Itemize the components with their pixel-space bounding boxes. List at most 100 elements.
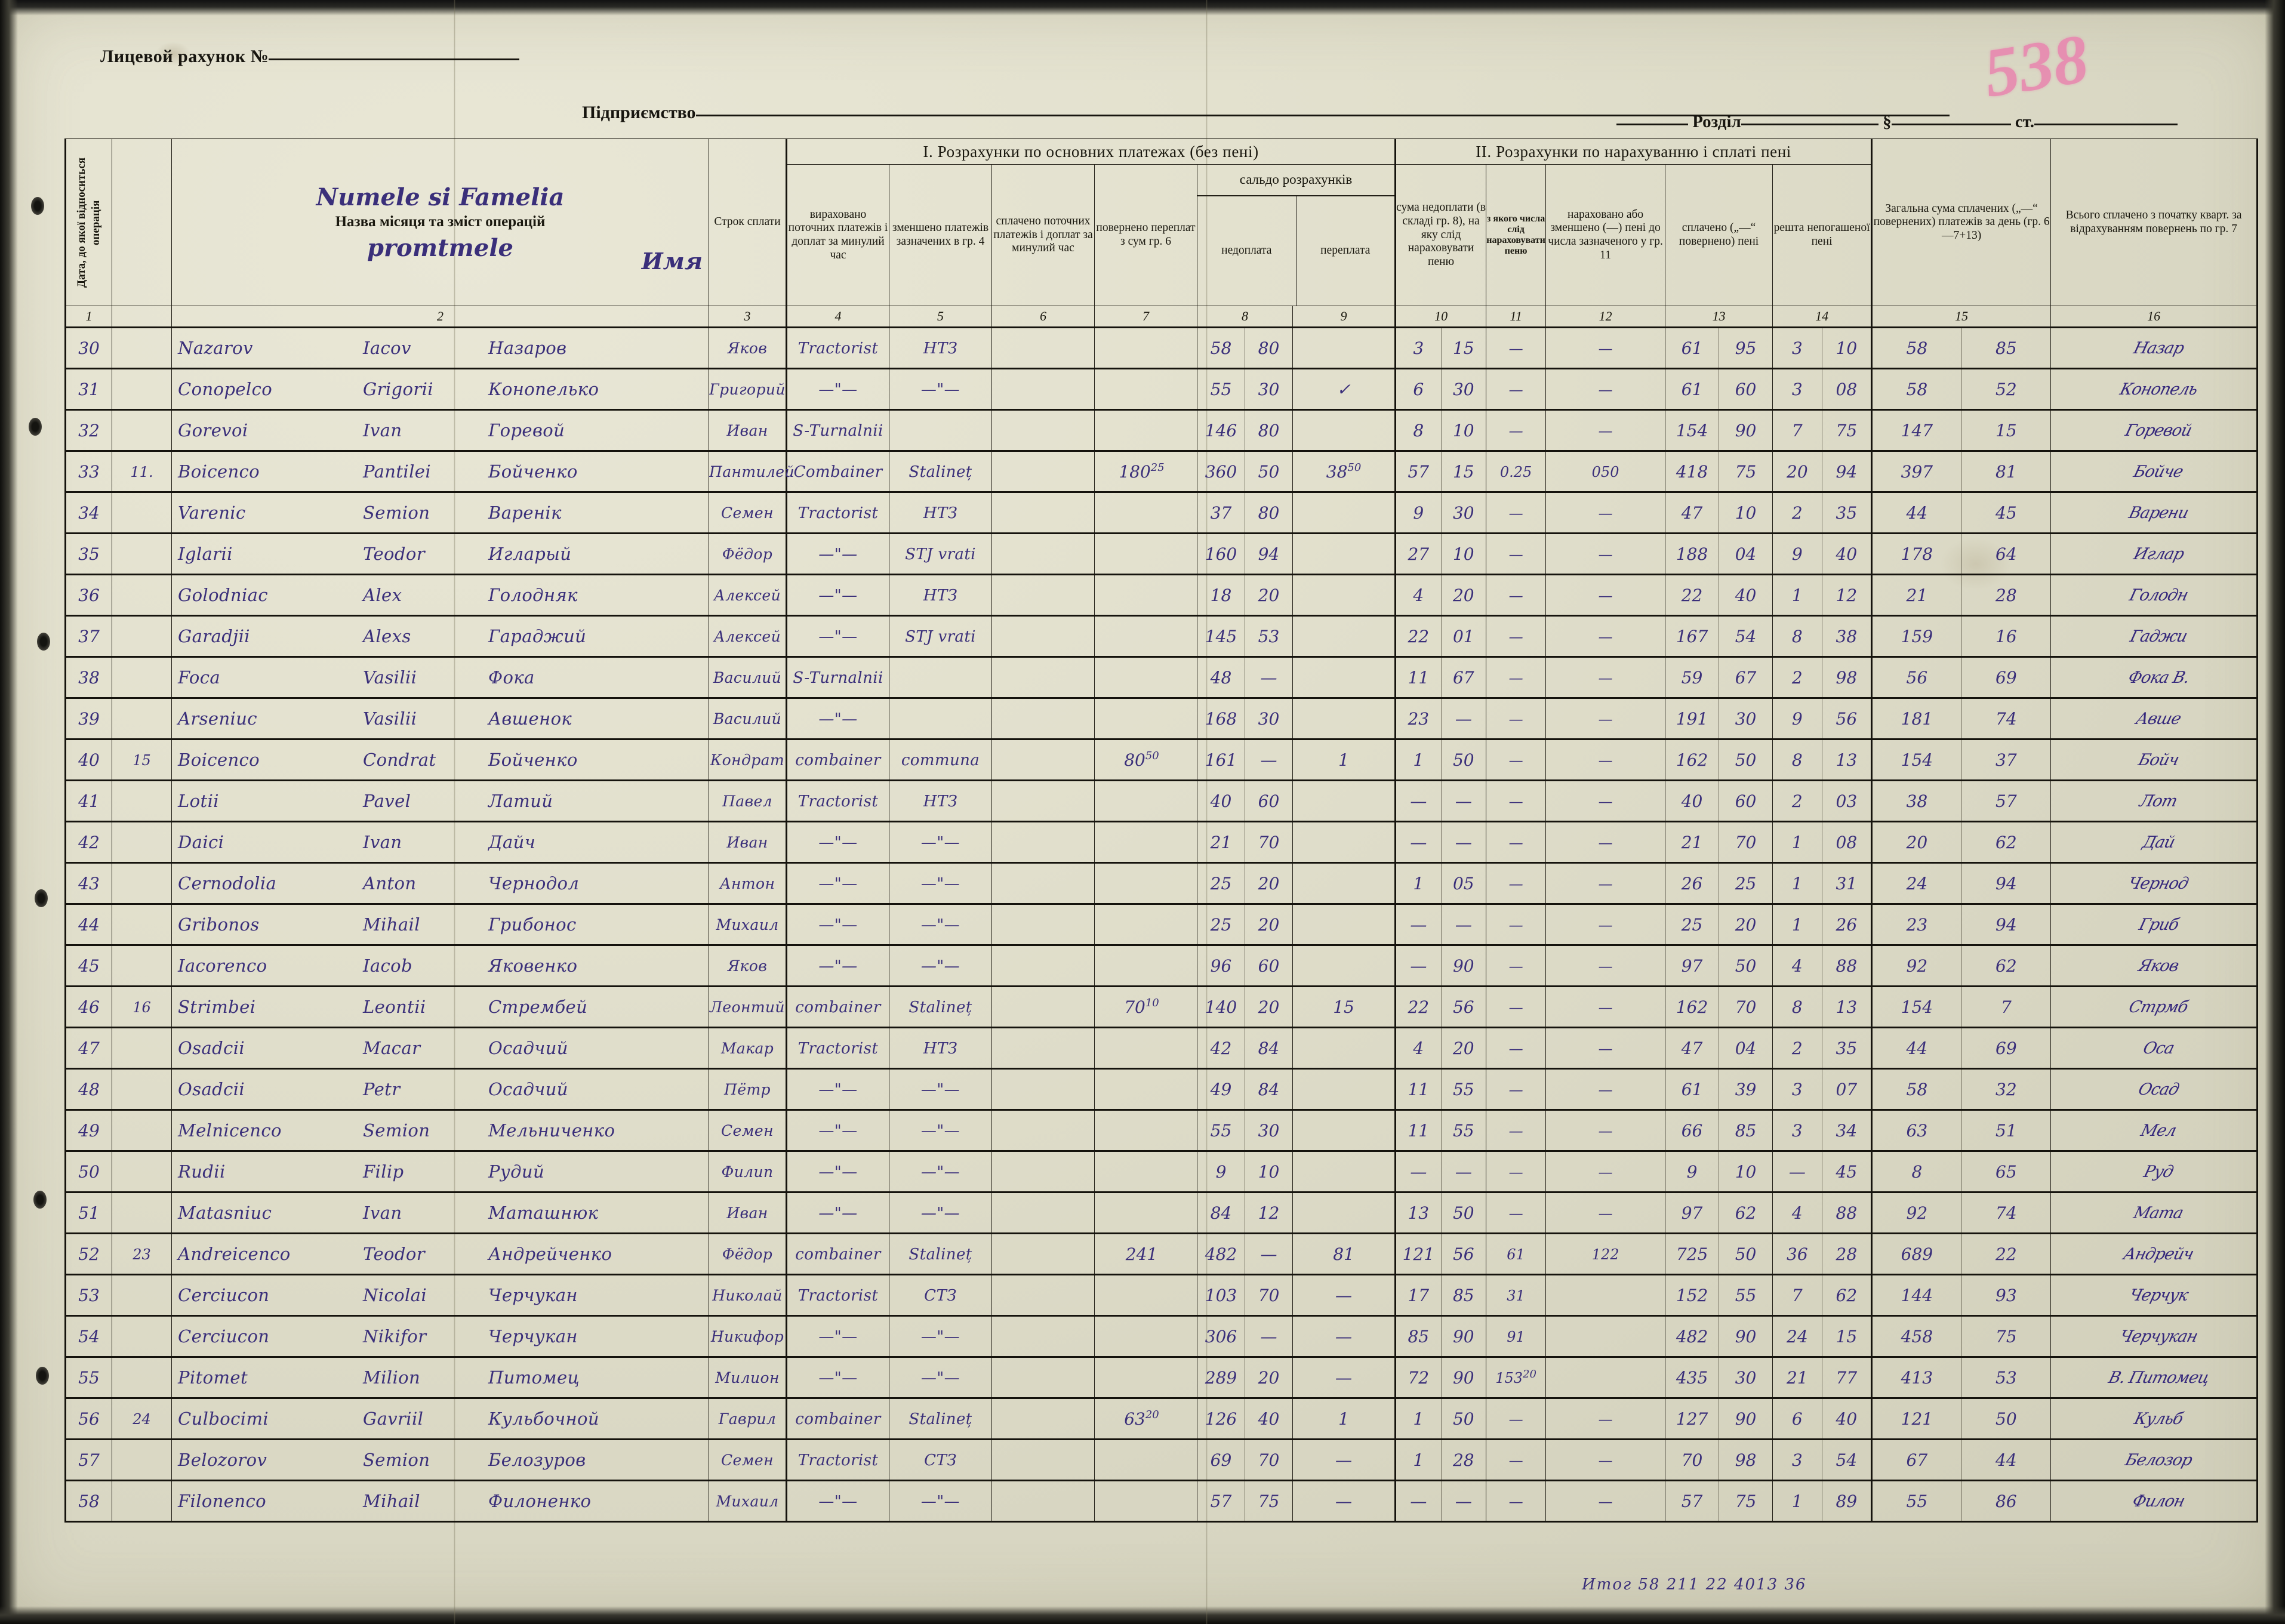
- table-row[interactable]: 34 Varenic Semion Варенік Семен Tractorist НТЗ…: [64, 492, 2259, 534]
- row-given-name: Гаврил: [709, 1398, 787, 1440]
- row-col16-signature: Голодн: [2050, 574, 2259, 616]
- row-col16-signature: Филон: [2050, 1480, 2259, 1522]
- row-name-cell: Boicenco Pantilei Бойченко: [171, 451, 709, 492]
- row-subnumber: [112, 945, 172, 987]
- table-row[interactable]: 56 24 Culbocimi Gavriil Кульбочной Гаврил comb…: [64, 1398, 2259, 1440]
- table-row[interactable]: 30 Nazarov Iacov Назаров Яков Tractorist НТЗ 58…: [64, 327, 2259, 369]
- row-col8-underpaid: 49 84: [1197, 1068, 1293, 1110]
- row-col14-penalty-rest: 1 08: [1772, 821, 1873, 863]
- table-row[interactable]: 35 Iglarii Teodor Игларый Фёдор —"— SТЈ vrati 1…: [64, 533, 2259, 575]
- total-day-kop: 53: [1995, 1367, 2017, 1388]
- col-underpaid-header: недоплата: [1197, 196, 1297, 306]
- penalty-paid-rub: 154: [1665, 411, 1720, 450]
- penalty-rest-kop: 89: [1836, 1491, 1858, 1511]
- row-col13-penalty-paid: 21 70: [1665, 821, 1773, 863]
- table-row[interactable]: 46 16 Strimbei Leontii Стрембей Леонтий combai…: [64, 986, 2259, 1028]
- penalty-rest-kop: 77: [1836, 1367, 1858, 1388]
- table-row[interactable]: 55 Pitomet Milion Питомец Милион —"— —"— 289 20—…: [64, 1357, 2259, 1398]
- name-first: Iacov: [363, 338, 411, 358]
- row-col11-penalty-from: —: [1486, 1110, 1547, 1151]
- row-col15-total-day: 144 93: [1871, 1274, 2052, 1316]
- row-col14-penalty-rest: 4 88: [1772, 1192, 1873, 1234]
- col-total-quarter-header: Всього сплачено з початку кварт. за відр…: [2050, 138, 2259, 306]
- row-subnumber: 15: [112, 739, 172, 781]
- table-row[interactable]: 54 Cerciucon Nikifor Черчукан Никифор —"— —"— 3…: [64, 1315, 2259, 1357]
- row-given-name: Пётр: [709, 1068, 787, 1110]
- name-latin: Strimbei: [178, 997, 256, 1017]
- row-col15-total-day: 44 45: [1871, 492, 2052, 534]
- table-row[interactable]: 45 Iacorenco Iacob Яковенко Яков —"— —"— 96 60—9…: [64, 945, 2259, 987]
- name-cyrillic: Бойченко: [488, 750, 578, 770]
- table-row[interactable]: 50 Rudii Filip Рудий Филип —"— —"— 9 10— — — —9 10—4…: [64, 1151, 2259, 1192]
- col-penalty-from-label: з якого числа слід нараховувати пеню: [1486, 214, 1545, 256]
- name-latin: Arseniuc: [178, 708, 257, 729]
- column-number-row: 1 2 3 4 5 6 7 8 9 10 11 12 13 14 15 16: [64, 306, 2259, 328]
- row-col12-penalty-accrued: —: [1545, 780, 1666, 822]
- table-row[interactable]: 51 Matasniuc Ivan Маташнюк Иван —"— —"— 84 12 13 5…: [64, 1192, 2259, 1234]
- table-row[interactable]: 40 15 Boicenco Condrat Бойченко Кондрат combai…: [64, 739, 2259, 781]
- table-row[interactable]: 38 Foca Vasilii Фока Василий S-Turnalnii 48—11…: [64, 657, 2259, 698]
- table-row[interactable]: 39 Arseniuc Vasilii Авшенок Василий —"— 168 30 2…: [64, 698, 2259, 739]
- penalty-rest-kop: 35: [1836, 503, 1858, 523]
- penalty-base-kop: 10: [1452, 420, 1474, 440]
- row-col15-total-day: 63 51: [1871, 1110, 2052, 1151]
- total-day-kop: 51: [1995, 1120, 2017, 1141]
- row-machine: Stalineț: [889, 1398, 992, 1440]
- row-col13-penalty-paid: 127 90: [1665, 1398, 1773, 1440]
- table-row[interactable]: 48 Osadcii Petr Осадчий Пётр —"— —"— 49 84 11 55— —…: [64, 1068, 2259, 1110]
- table-row[interactable]: 47 Osadcii Macar Осадчий Макар Tractorist НТЗ 4…: [64, 1027, 2259, 1069]
- table-row[interactable]: 37 Garadjii Alexs Гараджий Алексей —"— SТЈ vra…: [64, 615, 2259, 657]
- name-latin: Conopelco: [178, 379, 273, 399]
- row-col10-penalty-base: — 90: [1394, 945, 1487, 987]
- table-row[interactable]: 42 Daici Ivan Дайч Иван —"— —"— 21 70— — — —21 70 1 08…: [64, 821, 2259, 863]
- table-row[interactable]: 32 Gorevoi Ivan Горевой Иван S-Turnalnii 146 80…: [64, 409, 2259, 451]
- row-col11-penalty-from: —: [1486, 862, 1547, 904]
- table-row[interactable]: 33 11. Boicenco Pantilei Бойченко Пантилей Com…: [64, 451, 2259, 492]
- table-row[interactable]: 52 23 Andreicenco Teodor Андрейченко Фёдор com…: [64, 1233, 2259, 1275]
- name-first: Gavriil: [363, 1409, 424, 1429]
- name-latin: Golodniac: [178, 585, 269, 605]
- penalty-base-kop: 67: [1452, 667, 1474, 688]
- total-day-kop: 50: [1995, 1409, 2017, 1429]
- row-occupation: —"—: [786, 533, 889, 575]
- underpaid-kop: 84: [1258, 1079, 1280, 1099]
- table-row[interactable]: 58 Filonenco Mihail Филоненко Михаил —"— —"— 57…: [64, 1480, 2259, 1522]
- underpaid-rub: 289: [1197, 1358, 1245, 1397]
- penalty-paid-kop: 20: [1735, 914, 1757, 935]
- row-occupation: —"—: [786, 574, 889, 616]
- penalty-rest-kop: 34: [1836, 1120, 1858, 1141]
- name-cyrillic: Грибонос: [488, 914, 577, 935]
- row-number: 43: [64, 862, 112, 904]
- table-row[interactable]: 49 Melnicenco Semion Мельниченко Семен —"— —"—…: [64, 1110, 2259, 1151]
- row-col9-overpaid: [1292, 1068, 1396, 1110]
- penalty-base-kop: —: [1455, 791, 1472, 811]
- penalty-paid-kop: 55: [1735, 1285, 1757, 1305]
- table-row[interactable]: 57 Belozorov Semion Белозуров Семен Tractoris…: [64, 1439, 2259, 1481]
- table-row[interactable]: 43 Cernodolia Anton Чернодол Антон —"— —"— 25 20…: [64, 862, 2259, 904]
- row-name-cell: Boicenco Condrat Бойченко: [171, 739, 709, 781]
- row-col8-underpaid: 84 12: [1197, 1192, 1293, 1234]
- row-col11-penalty-from: —: [1486, 409, 1547, 451]
- table-row[interactable]: 31 Conopelco Grigorii Конопелько Григорий —"—…: [64, 368, 2259, 410]
- table-row[interactable]: 41 Lotii Pavel Латий Павел Tractorist НТЗ 40 60 —…: [64, 780, 2259, 822]
- total-day-rub: 689: [1873, 1234, 1962, 1274]
- row-col12-penalty-accrued: —: [1545, 945, 1666, 987]
- row-col6: [991, 986, 1095, 1028]
- underpaid-rub: 161: [1197, 740, 1245, 779]
- row-col15-total-day: 21 28: [1871, 574, 2052, 616]
- row-col13-penalty-paid: 162 50: [1665, 739, 1773, 781]
- table-row[interactable]: 44 Gribonos Mihail Грибонос Михаил —"— —"— 25 20…: [64, 904, 2259, 945]
- table-row[interactable]: 53 Cerciucon Nicolai Черчукан Николай Tractor…: [64, 1274, 2259, 1316]
- table-row[interactable]: 36 Golodniac Alex Голодняк Алексей —"— НТЗ 18 20…: [64, 574, 2259, 616]
- penalty-base-kop: —: [1455, 1491, 1472, 1511]
- underpaid-kop: 70: [1258, 1450, 1280, 1470]
- signature: Авше: [2134, 709, 2183, 728]
- penalty-rest-rub: 2: [1773, 658, 1822, 697]
- signature: Мата: [2132, 1203, 2185, 1222]
- row-col7-charged: [1094, 1315, 1197, 1357]
- penalty-rest-kop: 35: [1836, 1038, 1858, 1058]
- row-col12-penalty-accrued: —: [1545, 1110, 1666, 1151]
- row-name-cell: Lotii Pavel Латий: [171, 780, 709, 822]
- col-charged-header: вираховано поточних платежів і доплат за…: [786, 164, 889, 306]
- name-first: Nicolai: [363, 1285, 427, 1305]
